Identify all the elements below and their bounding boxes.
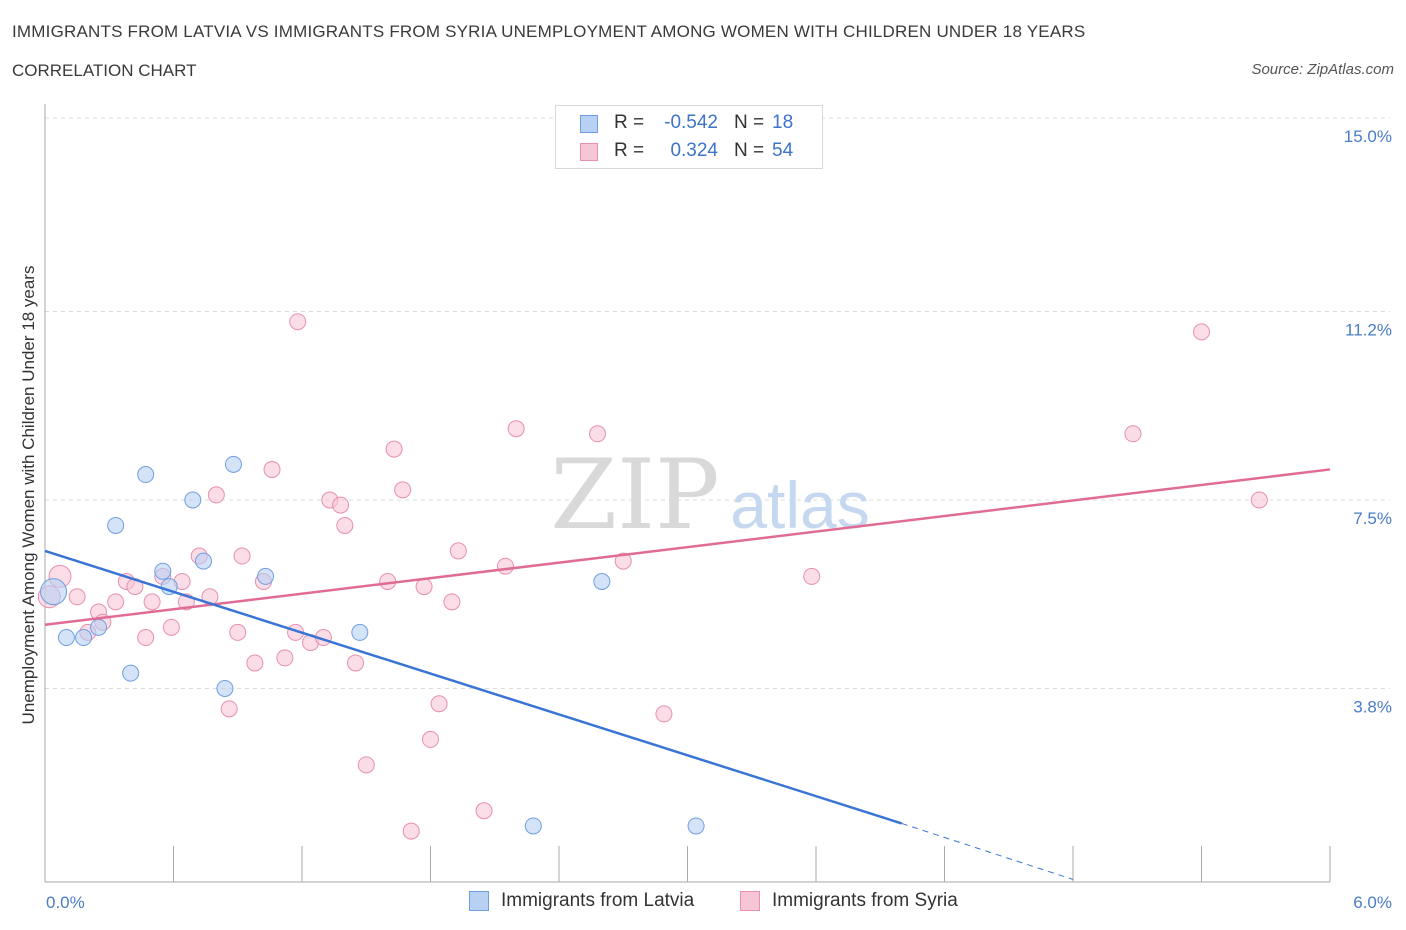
syria-legend-swatch — [740, 891, 760, 911]
latvia-point — [524, 817, 542, 835]
trend-lines — [44, 468, 1331, 880]
syria-point — [614, 552, 632, 570]
legend-label-syria: Immigrants from Syria — [772, 890, 958, 911]
watermark: ZIP atlas — [550, 439, 869, 551]
y-tick-label: 7.5% — [1353, 509, 1392, 528]
latvia-legend-swatch — [469, 891, 489, 911]
y-tick-label: 15.0% — [1344, 127, 1392, 146]
syria-point — [162, 618, 180, 636]
latvia-point — [216, 679, 234, 697]
syria-point — [496, 557, 514, 575]
gridlines — [45, 117, 1390, 689]
syria-point — [1250, 491, 1268, 509]
legend-label-latvia: Immigrants from Latvia — [501, 890, 695, 911]
legend-row-syria: R = 0.324 N = 54 — [556, 138, 822, 166]
syria-point — [276, 649, 294, 667]
syria-point — [347, 654, 365, 672]
n-label: N = — [734, 140, 765, 161]
syria-point — [207, 486, 225, 504]
latvia-point — [57, 629, 75, 647]
x-tick-label: 0.0% — [46, 893, 85, 912]
latvia-swatch — [580, 115, 598, 133]
latvia-points — [40, 455, 705, 835]
y-tick-label: 11.2% — [1345, 321, 1392, 340]
syria-point — [430, 695, 448, 713]
syria-point — [263, 460, 281, 478]
watermark-zip: ZIP — [550, 439, 719, 551]
source-label: Source: ZipAtlas.com — [1251, 61, 1394, 78]
latvia-point — [40, 578, 68, 606]
chart-subtitle: CORRELATION CHART — [12, 61, 197, 80]
latvia-trend-extension — [901, 822, 1074, 880]
syria-point — [415, 578, 433, 596]
syria-point — [107, 593, 125, 611]
syria-point — [68, 588, 86, 606]
syria-points — [37, 313, 1268, 840]
r-label: R = — [614, 112, 645, 133]
syria-point — [507, 420, 525, 438]
latvia-point — [687, 817, 705, 835]
syria-point — [655, 705, 673, 723]
latvia-point — [137, 466, 155, 484]
latvia-trend-line — [44, 549, 903, 825]
latvia-point — [351, 623, 369, 641]
latvia-point — [122, 664, 140, 682]
syria-point — [220, 700, 238, 718]
syria-point — [449, 542, 467, 560]
n-label: N = — [734, 112, 765, 133]
x-tick-labels: 0.0% 6.0% — [46, 893, 1392, 912]
syria-point — [289, 313, 307, 331]
latvia-point — [593, 572, 611, 590]
y-tick-labels: 3.8% 7.5% 11.2% 15.0% — [1344, 127, 1392, 716]
syria-point — [422, 730, 439, 748]
x-tick-label: 6.0% — [1353, 893, 1392, 912]
axes — [44, 104, 1331, 883]
syria-point — [229, 623, 247, 641]
legend-row-latvia: R = -0.542 N = 18 — [556, 110, 822, 138]
latvia-point — [224, 455, 242, 473]
syria-point — [589, 425, 607, 443]
syria-point — [357, 756, 375, 774]
syria-point — [246, 654, 264, 672]
y-axis-label: Unemployment Among Women with Children U… — [19, 266, 38, 725]
latvia-point — [75, 629, 93, 647]
r-value: 0.324 — [670, 140, 718, 161]
syria-point — [1124, 425, 1142, 443]
syria-point — [233, 547, 251, 565]
r-value: -0.542 — [664, 112, 718, 133]
syria-point — [332, 496, 350, 514]
chart-title: IMMIGRANTS FROM LATVIA VS IMMIGRANTS FRO… — [12, 22, 1086, 41]
correlation-legend: R = -0.542 N = 18 R = 0.324 N = 54 — [555, 105, 823, 169]
syria-point — [336, 516, 354, 534]
syria-point — [803, 567, 821, 585]
syria-trend-line — [44, 468, 1331, 627]
latvia-point — [194, 552, 212, 570]
syria-point — [137, 629, 155, 647]
syria-point — [402, 822, 420, 840]
syria-point — [1193, 323, 1210, 341]
syria-point — [443, 593, 461, 611]
syria-point — [143, 593, 161, 611]
latvia-point — [90, 618, 108, 636]
n-value: 54 — [772, 140, 794, 161]
series-legend: Immigrants from Latvia Immigrants from S… — [0, 888, 1406, 918]
watermark-atlas: atlas — [730, 468, 869, 542]
latvia-point — [257, 567, 275, 585]
syria-swatch — [580, 143, 598, 161]
syria-point — [394, 481, 412, 499]
syria-point — [385, 440, 403, 458]
syria-point — [475, 802, 493, 820]
n-value: 18 — [772, 112, 794, 133]
latvia-point — [184, 491, 202, 509]
latvia-point — [107, 516, 125, 534]
latvia-point — [154, 562, 172, 580]
y-tick-label: 3.8% — [1353, 697, 1392, 716]
r-label: R = — [614, 140, 645, 161]
